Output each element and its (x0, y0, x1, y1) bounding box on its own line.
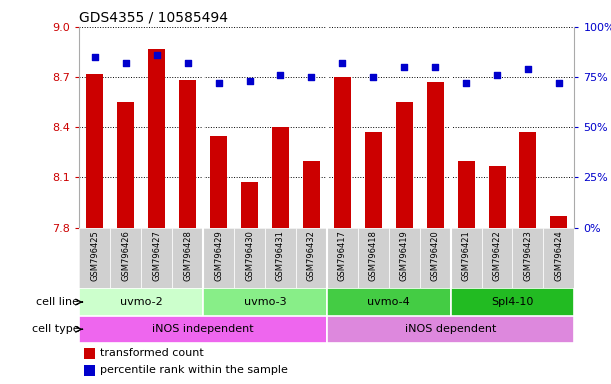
Bar (79, 316, 327, 343)
Bar (84, 348, 95, 359)
Text: GSM796429: GSM796429 (214, 230, 223, 281)
Bar (84, 365, 95, 376)
Text: GSM796420: GSM796420 (431, 230, 440, 281)
Point (492, 72, 502, 78)
Bar (519, 132, 536, 228)
Point (214, 80, 224, 86)
Text: GSM796422: GSM796422 (492, 230, 502, 281)
Text: cell line: cell line (37, 297, 79, 307)
Bar (396, 102, 412, 228)
Point (121, 60, 131, 66)
Text: iNOS independent: iNOS independent (152, 324, 254, 334)
Bar (203, 288, 327, 316)
Bar (203, 228, 234, 288)
Text: GSM796432: GSM796432 (307, 230, 316, 281)
Point (368, 74, 378, 80)
Bar (426, 82, 444, 228)
Text: cell type: cell type (32, 324, 79, 334)
Bar (543, 228, 574, 288)
Bar (296, 228, 327, 288)
Point (183, 60, 192, 66)
Bar (141, 228, 172, 288)
Text: GDS4355 / 10585494: GDS4355 / 10585494 (79, 10, 229, 24)
Bar (327, 288, 450, 316)
Bar (489, 166, 505, 228)
Bar (86, 74, 103, 228)
Bar (117, 102, 134, 228)
Bar (79, 288, 203, 316)
Text: Spl4-10: Spl4-10 (491, 297, 533, 307)
Point (307, 74, 316, 80)
Point (244, 78, 254, 84)
Point (523, 66, 533, 72)
Bar (450, 288, 574, 316)
Text: GSM796421: GSM796421 (461, 230, 470, 281)
Bar (272, 127, 289, 228)
Text: GSM796423: GSM796423 (524, 230, 532, 281)
Bar (458, 161, 475, 228)
Point (152, 52, 162, 58)
Bar (450, 228, 481, 288)
Bar (210, 136, 227, 228)
Point (400, 64, 409, 70)
Bar (327, 316, 574, 343)
Bar (111, 228, 141, 288)
Text: GSM796430: GSM796430 (245, 230, 254, 281)
Text: GSM796425: GSM796425 (90, 230, 100, 281)
Text: iNOS dependent: iNOS dependent (405, 324, 496, 334)
Bar (179, 80, 196, 228)
Bar (481, 228, 513, 288)
Point (430, 64, 440, 70)
Point (554, 80, 564, 86)
Bar (148, 49, 165, 228)
Bar (513, 228, 543, 288)
Text: transformed count: transformed count (100, 348, 204, 358)
Bar (334, 77, 351, 228)
Point (337, 60, 347, 66)
Point (276, 72, 285, 78)
Bar (420, 228, 450, 288)
Bar (389, 228, 420, 288)
Bar (358, 228, 389, 288)
Text: GSM796431: GSM796431 (276, 230, 285, 281)
Point (461, 80, 471, 86)
Bar (79, 228, 111, 288)
Bar (303, 161, 320, 228)
Text: GSM796424: GSM796424 (554, 230, 563, 281)
Bar (551, 216, 568, 228)
Text: GSM796417: GSM796417 (338, 230, 347, 281)
Point (90, 54, 100, 60)
Bar (365, 132, 382, 228)
Text: GSM796418: GSM796418 (369, 230, 378, 281)
Text: percentile rank within the sample: percentile rank within the sample (100, 366, 288, 376)
Text: GSM796428: GSM796428 (183, 230, 192, 281)
Bar (234, 228, 265, 288)
Bar (172, 228, 203, 288)
Bar (265, 228, 296, 288)
Bar (327, 228, 358, 288)
Text: uvmo-2: uvmo-2 (120, 297, 163, 307)
Text: uvmo-4: uvmo-4 (367, 297, 410, 307)
Text: GSM796427: GSM796427 (152, 230, 161, 281)
Text: GSM796426: GSM796426 (122, 230, 130, 281)
Bar (241, 182, 258, 228)
Text: GSM796419: GSM796419 (400, 230, 409, 281)
Text: uvmo-3: uvmo-3 (244, 297, 287, 307)
